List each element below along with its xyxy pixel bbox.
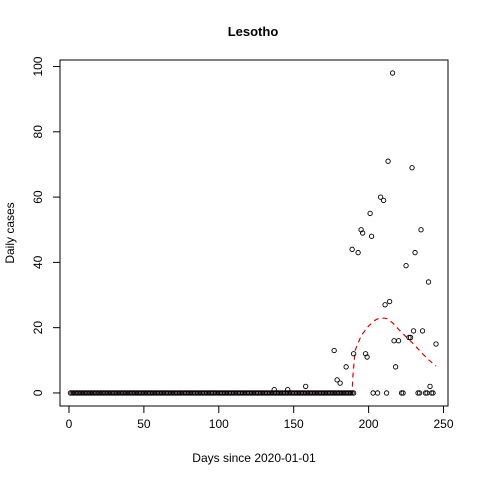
x-tick-label: 200 xyxy=(359,417,379,431)
fit-lines xyxy=(70,317,437,394)
data-point xyxy=(358,227,364,233)
data-point xyxy=(385,158,391,164)
data-point xyxy=(331,347,337,354)
x-axis-label: Days since 2020-01-01 xyxy=(192,451,316,465)
data-point xyxy=(410,328,417,334)
data-point xyxy=(416,390,423,396)
data-point xyxy=(343,364,349,370)
data-point xyxy=(400,390,406,396)
data-point xyxy=(334,377,340,383)
x-tick-label: 50 xyxy=(137,417,151,431)
data-point xyxy=(370,390,376,396)
data-point xyxy=(409,165,415,171)
data-point xyxy=(403,262,409,269)
y-tick-label: 60 xyxy=(31,190,45,204)
data-point xyxy=(285,387,291,393)
data-point xyxy=(427,383,433,390)
data-point xyxy=(364,354,370,360)
data-points xyxy=(67,70,439,396)
data-point xyxy=(395,338,402,344)
data-point xyxy=(362,351,369,357)
data-point xyxy=(392,364,399,370)
data-point xyxy=(398,390,405,396)
data-point xyxy=(374,390,381,396)
x-tick-label: 150 xyxy=(284,417,304,431)
x-tick-label: 250 xyxy=(433,417,453,431)
data-point xyxy=(428,390,435,396)
data-point xyxy=(412,249,418,256)
data-point xyxy=(380,197,387,204)
y-tick-label: 20 xyxy=(31,321,45,335)
data-point xyxy=(419,328,426,334)
plot-area xyxy=(59,59,449,407)
data-point xyxy=(350,351,357,357)
data-point xyxy=(359,230,366,236)
fit-line xyxy=(70,317,437,394)
data-point xyxy=(347,390,354,396)
y-tick-label: 40 xyxy=(31,255,45,269)
data-point xyxy=(386,298,393,305)
x-tick-label: 100 xyxy=(209,417,229,431)
x-axis: 0 50 100 150 200 250 xyxy=(66,405,454,431)
x-tick-label: 0 xyxy=(66,417,73,431)
chart-title: Lesotho xyxy=(228,24,279,39)
data-point xyxy=(337,380,343,386)
data-point xyxy=(433,341,439,347)
y-tick-label: 80 xyxy=(31,125,45,139)
data-point xyxy=(415,390,421,396)
y-axis-label: Daily cases xyxy=(3,202,17,263)
y-tick-label: 100 xyxy=(31,56,45,76)
data-point xyxy=(349,246,355,252)
data-point xyxy=(367,210,373,217)
data-point xyxy=(406,334,412,341)
data-point xyxy=(368,233,375,239)
data-point xyxy=(391,338,397,344)
data-point xyxy=(425,279,432,285)
data-point xyxy=(383,390,390,396)
data-point xyxy=(382,302,388,308)
data-point xyxy=(271,387,277,393)
data-point xyxy=(350,390,357,396)
data-point xyxy=(377,194,384,200)
data-point xyxy=(303,383,309,390)
data-point xyxy=(418,227,424,233)
data-point xyxy=(422,390,429,396)
y-tick-label: 0 xyxy=(31,389,45,396)
y-axis: 0 20 40 60 80 100 xyxy=(31,56,61,396)
data-point xyxy=(355,249,361,256)
data-point xyxy=(407,334,414,341)
data-point xyxy=(349,390,355,396)
data-point xyxy=(430,390,436,396)
data-point xyxy=(389,70,396,76)
